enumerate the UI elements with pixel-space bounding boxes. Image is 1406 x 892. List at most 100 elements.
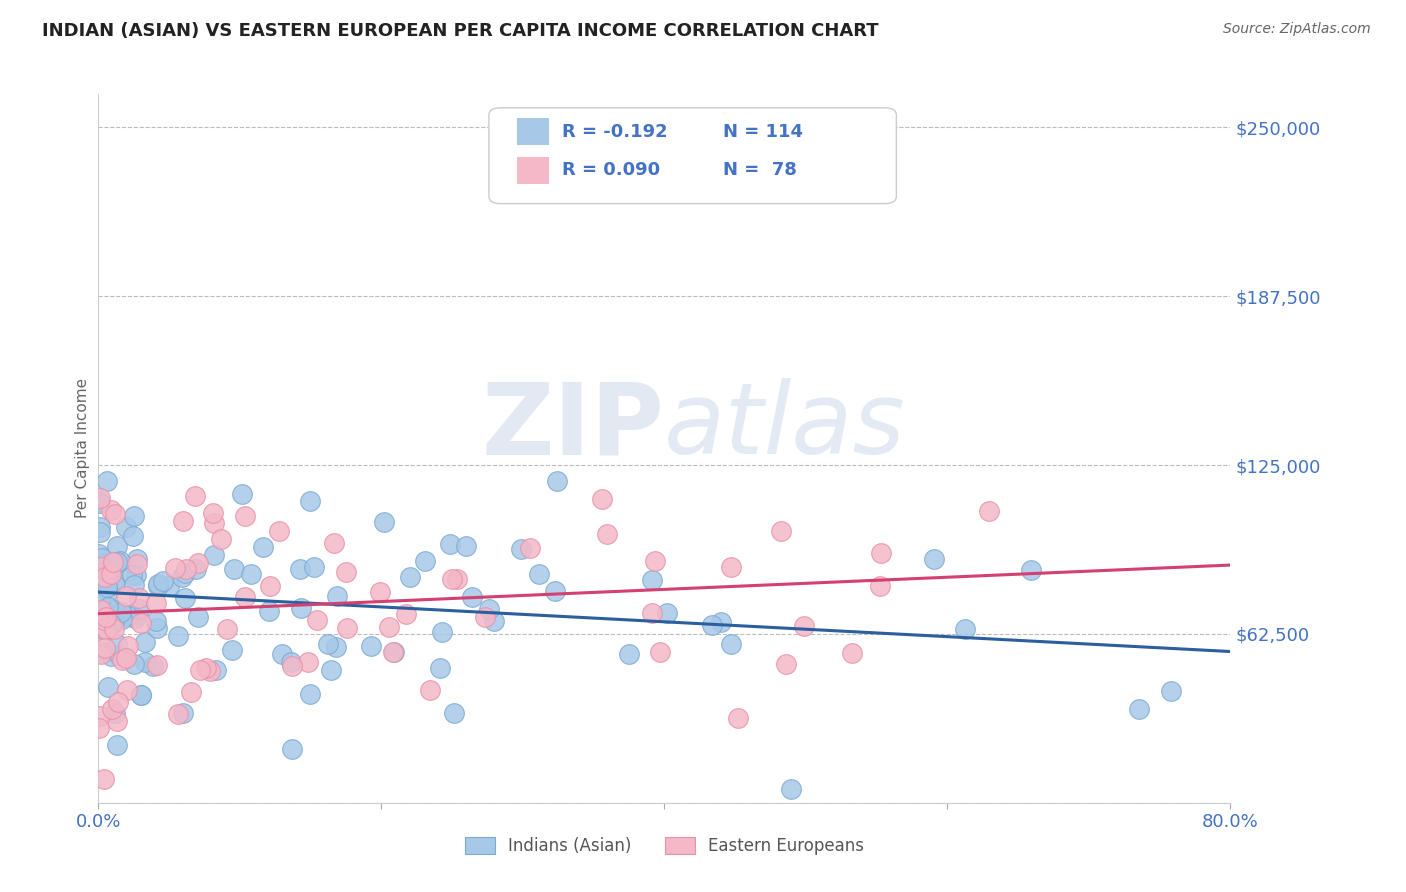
Point bbox=[221, 643, 243, 657]
Point bbox=[94, 623, 117, 637]
Point bbox=[124, 611, 146, 625]
Point bbox=[770, 524, 793, 538]
Point bbox=[323, 535, 346, 549]
Point bbox=[152, 574, 174, 589]
Text: ZIP: ZIP bbox=[481, 378, 665, 475]
Point bbox=[115, 650, 138, 665]
Point bbox=[394, 607, 416, 621]
Point bbox=[299, 493, 322, 508]
Point bbox=[953, 623, 976, 637]
Point bbox=[419, 682, 441, 697]
Point bbox=[97, 680, 120, 694]
Point bbox=[373, 515, 395, 529]
Point bbox=[94, 610, 117, 624]
Point bbox=[173, 566, 195, 581]
Point bbox=[202, 516, 225, 530]
Point bbox=[290, 601, 312, 615]
Point bbox=[89, 709, 111, 723]
Point bbox=[720, 560, 742, 574]
Point bbox=[134, 655, 156, 669]
Point bbox=[142, 659, 165, 673]
FancyBboxPatch shape bbox=[489, 108, 897, 203]
Point bbox=[869, 546, 891, 560]
Point bbox=[93, 613, 115, 627]
Point bbox=[1160, 683, 1182, 698]
Point bbox=[446, 572, 468, 586]
Text: R = -0.192: R = -0.192 bbox=[562, 123, 668, 141]
Point bbox=[335, 565, 357, 579]
Point bbox=[96, 581, 118, 595]
Point bbox=[482, 614, 505, 628]
Point bbox=[146, 657, 169, 672]
Point bbox=[205, 663, 228, 677]
Point bbox=[87, 547, 110, 561]
Point bbox=[100, 648, 122, 663]
Point bbox=[304, 560, 326, 574]
Point bbox=[100, 616, 122, 631]
Point bbox=[413, 554, 436, 568]
Y-axis label: Per Capita Income: Per Capita Income bbox=[75, 378, 90, 518]
Point bbox=[114, 519, 136, 533]
Point bbox=[89, 525, 111, 540]
Point bbox=[100, 618, 122, 632]
Point bbox=[89, 491, 111, 505]
Point bbox=[91, 551, 114, 566]
Point bbox=[104, 578, 127, 592]
Point bbox=[100, 566, 122, 581]
Point bbox=[176, 562, 198, 576]
Point bbox=[94, 622, 117, 636]
Point bbox=[97, 599, 120, 614]
Point bbox=[122, 657, 145, 671]
Point bbox=[146, 579, 169, 593]
Point bbox=[527, 566, 550, 581]
Point bbox=[869, 579, 891, 593]
Point bbox=[100, 702, 122, 716]
Point bbox=[700, 618, 723, 632]
Point bbox=[184, 489, 207, 503]
Point bbox=[131, 688, 153, 702]
Point bbox=[443, 706, 465, 720]
Point bbox=[90, 603, 112, 617]
Point bbox=[111, 652, 134, 666]
Point bbox=[233, 508, 256, 523]
Point bbox=[129, 688, 152, 702]
Legend: Indians (Asian), Eastern Europeans: Indians (Asian), Eastern Europeans bbox=[458, 830, 870, 862]
Point bbox=[198, 665, 221, 679]
Point bbox=[128, 591, 150, 606]
Point bbox=[125, 567, 148, 582]
Point bbox=[370, 584, 392, 599]
Point bbox=[922, 552, 945, 566]
Point bbox=[430, 625, 453, 640]
Point bbox=[231, 487, 253, 501]
Point bbox=[115, 683, 138, 698]
Point bbox=[108, 554, 131, 568]
Point bbox=[121, 568, 143, 582]
Point bbox=[439, 537, 461, 551]
Point bbox=[117, 639, 139, 653]
Point bbox=[91, 645, 114, 659]
Point bbox=[128, 602, 150, 616]
Point bbox=[94, 564, 117, 578]
Point bbox=[297, 655, 319, 669]
Point bbox=[233, 591, 256, 605]
Point bbox=[252, 541, 274, 555]
Point bbox=[429, 661, 451, 675]
Point bbox=[209, 532, 232, 546]
Point bbox=[89, 721, 111, 735]
Point bbox=[103, 573, 125, 587]
Point bbox=[326, 589, 349, 603]
Point bbox=[117, 609, 139, 624]
Point bbox=[377, 620, 399, 634]
Point bbox=[107, 648, 129, 662]
Point bbox=[103, 507, 125, 521]
Point bbox=[477, 602, 499, 616]
Point bbox=[202, 548, 225, 562]
Point bbox=[640, 574, 662, 588]
Point bbox=[461, 590, 484, 604]
Point bbox=[546, 474, 568, 488]
Point bbox=[336, 621, 359, 635]
Point bbox=[187, 556, 209, 570]
Point bbox=[710, 615, 733, 630]
Point bbox=[509, 541, 531, 556]
Point bbox=[544, 584, 567, 599]
